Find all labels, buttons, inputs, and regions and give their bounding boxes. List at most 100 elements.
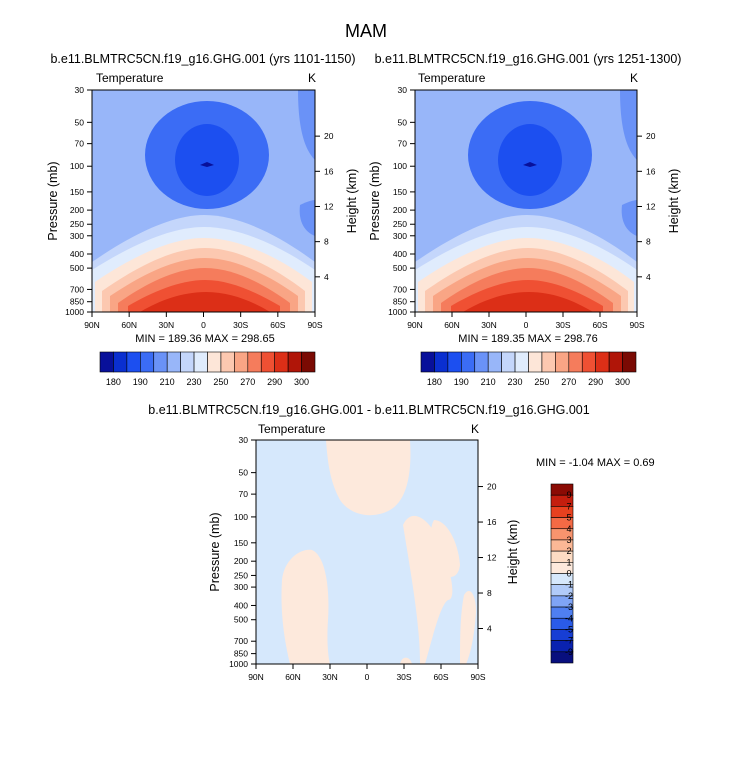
stats-label: MIN = 189.36 MAX = 298.65 [135, 333, 274, 345]
y-tick-label: 200 [70, 205, 84, 215]
y-tick-label: 700 [393, 284, 407, 294]
colorbar-label: 290 [588, 377, 603, 387]
colorbar-label: 1 [566, 557, 571, 567]
axes: 305070100150200250300400500700850100090N… [388, 85, 656, 330]
y2-tick-label: 4 [646, 272, 651, 282]
left-label: Temperature [418, 71, 486, 85]
colorbar-swatch [541, 351, 556, 373]
y-tick-label: 250 [70, 219, 84, 229]
colorbar-swatch [126, 351, 141, 373]
x-tick-label: 30N [481, 320, 497, 330]
colorbar-swatch [207, 351, 222, 373]
colorbar-label: 9 [566, 490, 571, 500]
y2-tick-label: 4 [324, 272, 329, 282]
y2-tick-label: 4 [487, 624, 492, 634]
left-label: Temperature [258, 422, 326, 436]
panel-difference: b.e11.BLMTRC5CN.f19_g16.GHG.001 - b.e11.… [148, 403, 654, 682]
colorbar-swatch [234, 351, 249, 373]
colorbar-swatch [608, 351, 623, 373]
left-label: Temperature [96, 71, 164, 85]
y-tick-label: 200 [393, 205, 407, 215]
y2-tick-label: 20 [487, 482, 497, 492]
contour-field [256, 440, 478, 664]
y-tick-label: 70 [239, 489, 249, 499]
x-tick-label: 60S [592, 320, 607, 330]
y2-tick-label: 8 [646, 237, 651, 247]
colorbar-label: -7 [565, 636, 573, 646]
y-tick-label: 30 [239, 435, 249, 445]
y-tick-label: 50 [75, 117, 85, 127]
y-tick-label: 300 [70, 231, 84, 241]
y-tick-label: 700 [70, 284, 84, 294]
x-tick-label: 60N [121, 320, 137, 330]
colorbar-label: 4 [566, 524, 571, 534]
right-label: K [308, 71, 316, 85]
colorbar-label: 230 [187, 377, 202, 387]
y2-tick-label: 16 [487, 517, 497, 527]
panel-1: b.e11.BLMTRC5CN.f19_g16.GHG.001 (yrs 110… [46, 52, 359, 387]
y-tick-label: 70 [75, 139, 85, 149]
y-tick-label: 500 [234, 615, 248, 625]
colorbar-label: 290 [267, 377, 282, 387]
y-tick-label: 50 [239, 468, 249, 478]
colorbar-swatch [568, 351, 583, 373]
y-tick-label: 250 [234, 570, 248, 580]
y-tick-label: 400 [70, 249, 84, 259]
y-tick-label: 850 [234, 649, 248, 659]
colorbar-swatch [528, 351, 543, 373]
colorbar-swatch [180, 351, 195, 373]
colorbar-label: 250 [213, 377, 228, 387]
colorbar-swatch [166, 351, 181, 373]
y-tick-label: 700 [234, 636, 248, 646]
y-tick-label: 50 [398, 117, 408, 127]
y-tick-label: 1000 [65, 307, 84, 317]
colorbar-label: -2 [565, 591, 573, 601]
stats-label: MIN = -1.04 MAX = 0.69 [536, 457, 655, 469]
colorbar-swatch [555, 351, 570, 373]
stats-label: MIN = 189.35 MAX = 298.76 [458, 333, 597, 345]
colorbar-label: 300 [615, 377, 630, 387]
colorbar-label: -5 [565, 624, 573, 634]
colorbar-label: 270 [240, 377, 255, 387]
colorbar-label: 5 [566, 513, 571, 523]
colorbar-label: -9 [565, 647, 573, 657]
y2-tick-label: 8 [324, 237, 329, 247]
colorbar-swatch [193, 351, 208, 373]
y2-tick-label: 16 [324, 166, 334, 176]
y-tick-label: 70 [398, 139, 408, 149]
y-tick-label: 850 [70, 297, 84, 307]
colorbar: 180 190 210 230 250 270 290 300 [99, 351, 316, 387]
colorbar-label: 180 [427, 377, 442, 387]
x-tick-label: 90N [407, 320, 423, 330]
y-tick-label: 850 [393, 297, 407, 307]
x-tick-label: 60S [270, 320, 285, 330]
colorbar-label: 210 [481, 377, 496, 387]
colorbar-swatch [220, 351, 235, 373]
panel-2: b.e11.BLMTRC5CN.f19_g16.GHG.001 (yrs 125… [368, 52, 681, 387]
colorbar-label: 210 [160, 377, 175, 387]
colorbar-swatch [301, 351, 316, 373]
colorbar-swatch [581, 351, 596, 373]
y-tick-label: 400 [234, 600, 248, 610]
y2-tick-label: 12 [646, 201, 656, 211]
y-tick-label: 300 [393, 231, 407, 241]
y2-tick-label: 20 [646, 131, 656, 141]
colorbar-swatch [514, 351, 529, 373]
y-axis-label: Pressure (mb) [208, 512, 222, 591]
x-tick-label: 0 [201, 320, 206, 330]
x-tick-label: 0 [365, 672, 370, 682]
y-axis-label: Pressure (mb) [46, 161, 60, 240]
colorbar-swatch [550, 651, 574, 664]
colorbar-swatch [487, 351, 502, 373]
colorbar-swatch [420, 351, 435, 373]
x-tick-label: 0 [524, 320, 529, 330]
y-tick-label: 150 [393, 187, 407, 197]
y-tick-label: 250 [393, 219, 407, 229]
y2-tick-label: 12 [324, 201, 334, 211]
x-tick-label: 90N [84, 320, 100, 330]
y-tick-label: 300 [234, 582, 248, 592]
contour-field [415, 90, 637, 312]
y-tick-label: 500 [393, 263, 407, 273]
colorbar-swatch [153, 351, 168, 373]
